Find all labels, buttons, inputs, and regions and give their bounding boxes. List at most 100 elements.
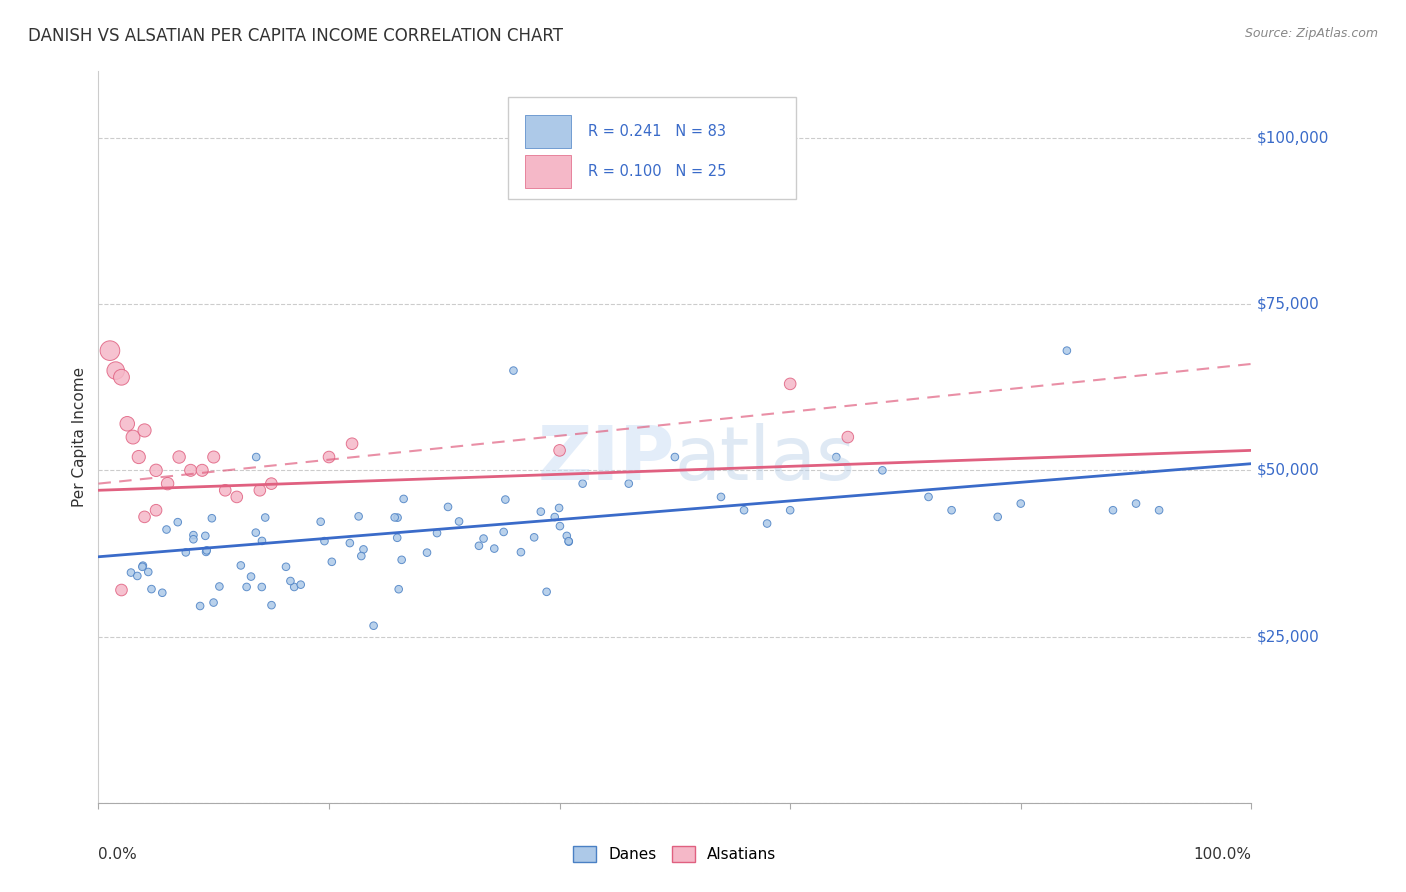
- Point: [150, 586, 173, 600]
- Point: [225, 490, 247, 504]
- Point: [664, 450, 686, 464]
- Text: $100,000: $100,000: [1257, 130, 1330, 145]
- Point: [548, 519, 571, 533]
- Y-axis label: Per Capita Income: Per Capita Income: [72, 367, 87, 508]
- Point: [350, 549, 373, 563]
- Text: $50,000: $50,000: [1257, 463, 1320, 478]
- Point: [145, 503, 167, 517]
- Text: $75,000: $75,000: [1257, 297, 1320, 311]
- Point: [229, 558, 252, 573]
- Point: [250, 533, 273, 548]
- Point: [536, 584, 558, 599]
- Point: [274, 559, 297, 574]
- Point: [987, 509, 1010, 524]
- Point: [472, 532, 495, 546]
- Point: [202, 596, 225, 610]
- Point: [555, 529, 578, 543]
- Point: [202, 450, 225, 464]
- Point: [1125, 497, 1147, 511]
- Point: [214, 483, 236, 498]
- Point: [1010, 497, 1032, 511]
- Point: [617, 476, 640, 491]
- Point: [1102, 503, 1125, 517]
- Point: [194, 529, 217, 543]
- Point: [120, 566, 142, 580]
- Point: [191, 463, 214, 477]
- Point: [353, 542, 375, 557]
- Point: [340, 436, 363, 450]
- Point: [523, 530, 546, 544]
- Text: 0.0%: 0.0%: [98, 847, 138, 862]
- Point: [183, 528, 205, 542]
- FancyBboxPatch shape: [524, 155, 571, 188]
- Text: DANISH VS ALSATIAN PER CAPITA INCOME CORRELATION CHART: DANISH VS ALSATIAN PER CAPITA INCOME COR…: [28, 27, 564, 45]
- Point: [131, 559, 153, 574]
- Point: [132, 558, 155, 573]
- Point: [250, 580, 273, 594]
- Text: R = 0.100   N = 25: R = 0.100 N = 25: [588, 164, 727, 179]
- Point: [558, 534, 581, 549]
- FancyBboxPatch shape: [508, 97, 796, 200]
- Point: [710, 490, 733, 504]
- Point: [756, 516, 779, 531]
- Point: [837, 430, 859, 444]
- Point: [245, 525, 267, 540]
- Text: $25,000: $25,000: [1257, 629, 1320, 644]
- Point: [136, 565, 159, 579]
- Point: [309, 515, 332, 529]
- Point: [208, 579, 231, 593]
- Point: [290, 577, 312, 591]
- Point: [387, 531, 409, 545]
- Point: [492, 524, 515, 539]
- Point: [167, 450, 190, 464]
- Text: R = 0.241   N = 83: R = 0.241 N = 83: [588, 124, 727, 139]
- Point: [127, 569, 149, 583]
- Point: [260, 598, 283, 612]
- Point: [387, 510, 409, 524]
- Text: atlas: atlas: [675, 423, 856, 496]
- Point: [557, 534, 579, 549]
- Point: [180, 463, 202, 477]
- Point: [283, 580, 305, 594]
- Point: [156, 476, 179, 491]
- Point: [530, 505, 553, 519]
- Point: [318, 450, 340, 464]
- Point: [155, 523, 177, 537]
- Point: [447, 515, 470, 529]
- Point: [98, 343, 121, 358]
- Point: [145, 463, 167, 477]
- Point: [1056, 343, 1078, 358]
- Point: [825, 450, 848, 464]
- Point: [347, 509, 370, 524]
- Point: [141, 582, 163, 596]
- Point: [779, 376, 801, 391]
- Point: [510, 545, 533, 559]
- Text: 100.0%: 100.0%: [1194, 847, 1251, 862]
- Point: [321, 555, 343, 569]
- Point: [183, 533, 205, 547]
- Point: [134, 509, 156, 524]
- Point: [388, 582, 411, 597]
- Point: [117, 417, 139, 431]
- Point: [240, 569, 263, 583]
- Point: [484, 541, 506, 556]
- Point: [314, 534, 336, 549]
- Point: [426, 526, 449, 541]
- Point: [201, 511, 224, 525]
- Point: [166, 515, 188, 529]
- Text: Source: ZipAtlas.com: Source: ZipAtlas.com: [1244, 27, 1378, 40]
- Legend: Danes, Alsatians: Danes, Alsatians: [567, 840, 783, 868]
- Point: [941, 503, 963, 517]
- Point: [917, 490, 939, 504]
- Point: [779, 503, 801, 517]
- Point: [128, 450, 150, 464]
- Point: [548, 500, 571, 515]
- Point: [502, 363, 524, 377]
- Point: [339, 536, 361, 550]
- Point: [494, 492, 516, 507]
- Point: [104, 363, 127, 377]
- Point: [260, 476, 283, 491]
- Point: [872, 463, 894, 477]
- Point: [416, 546, 439, 560]
- Point: [544, 510, 567, 524]
